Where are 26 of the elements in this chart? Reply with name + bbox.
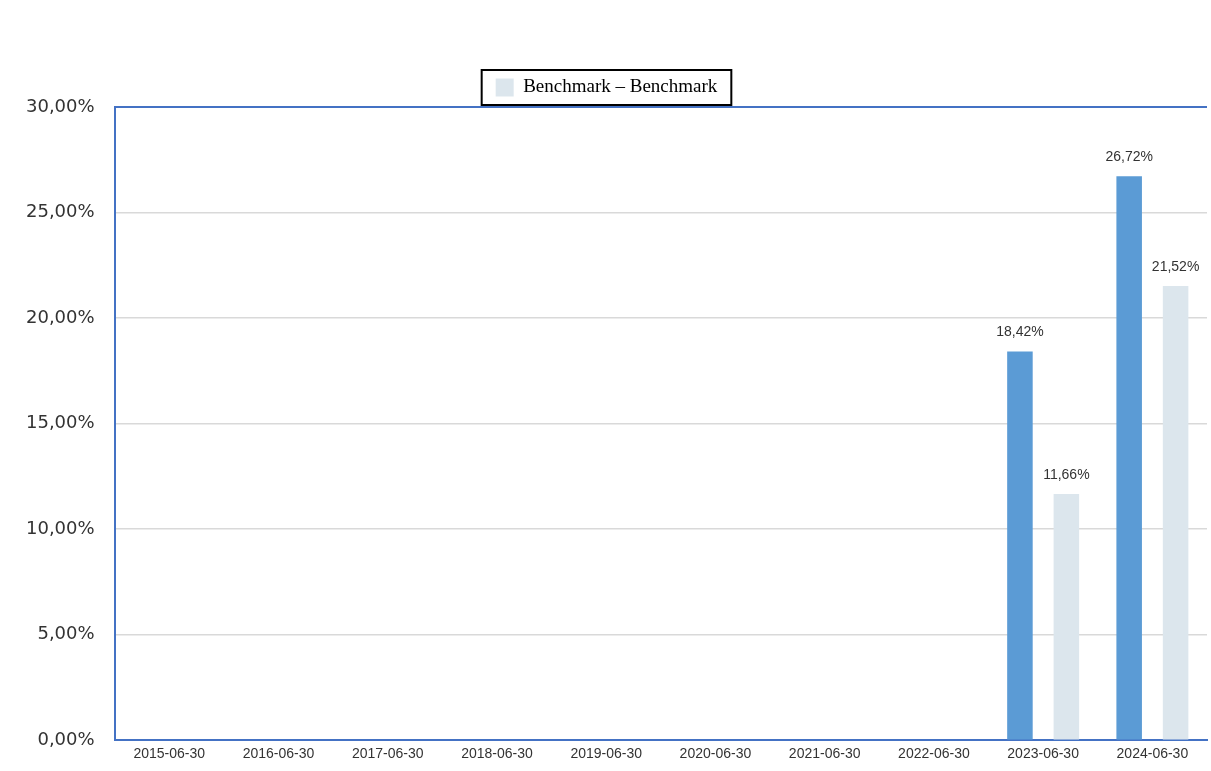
y-tick-label: 5,00% — [37, 622, 95, 644]
x-tick-label: 2020-06-30 — [679, 745, 752, 762]
y-tick-label: 0,00% — [37, 727, 95, 749]
bar — [1053, 494, 1080, 740]
x-tick-label: 2024-06-30 — [1116, 745, 1189, 762]
data-label: 11,66% — [1043, 465, 1090, 482]
data-label: 26,72% — [1105, 148, 1153, 165]
x-tick-label: 2018-06-30 — [461, 745, 533, 762]
bar — [1162, 285, 1189, 740]
bar — [1007, 351, 1033, 740]
y-tick-label: 15,00% — [25, 411, 95, 433]
x-tick-label: 2015-06-30 — [133, 745, 206, 762]
bar — [1116, 176, 1142, 740]
x-tick-label: 2021-06-30 — [788, 745, 861, 762]
x-tick-label: 2022-06-30 — [898, 745, 970, 762]
y-tick-label: 30,00% — [25, 94, 95, 116]
data-label: 21,52% — [1151, 257, 1200, 274]
y-tick-label: 20,00% — [25, 305, 95, 327]
legend-label: Benchmark – Benchmark — [523, 75, 718, 97]
y-tick-label: 10,00% — [25, 516, 95, 538]
data-label: 18,42% — [996, 323, 1044, 340]
x-tick-label: 2019-06-30 — [570, 745, 643, 762]
x-tick-label: 2016-06-30 — [242, 745, 315, 762]
x-tick-label: 2017-06-30 — [351, 745, 424, 762]
y-tick-label: 25,00% — [25, 200, 95, 222]
x-tick-label: 2023-06-30 — [1007, 745, 1080, 762]
